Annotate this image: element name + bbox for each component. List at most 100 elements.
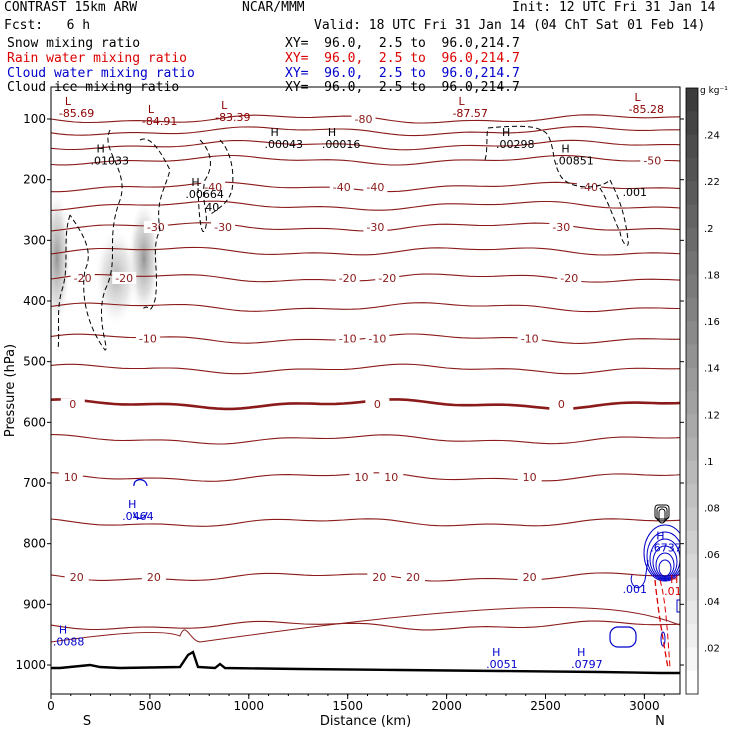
extrema-marker: H: [670, 573, 678, 586]
isotherm-label: 0: [374, 398, 381, 411]
colorbar-segment: [686, 530, 698, 555]
isotherm-label-bg: [517, 470, 542, 483]
isotherm-label: -30: [147, 221, 165, 234]
isotherm-label: -10: [339, 333, 357, 346]
cloud-water-contour: [643, 524, 680, 582]
terrain-line: [51, 650, 680, 675]
y-axis-label: Pressure (hPa): [3, 344, 18, 437]
isotherm-label-bg: [365, 398, 390, 411]
isotherm-25: [51, 620, 680, 631]
extrema-marker: H: [492, 646, 500, 659]
extrema-marker: H: [271, 126, 279, 139]
isotherm-label: -80: [355, 113, 373, 126]
colorbar-segment: [686, 647, 698, 672]
isotherm-label-bg: [112, 271, 137, 284]
colorbar-tick-label: .1: [704, 457, 714, 468]
extrema-value: 40: [205, 201, 219, 214]
field-rain: Rain water mixing ratio: [7, 51, 188, 66]
isotherm-label: 10: [384, 471, 398, 484]
isotherm-label-bg: [58, 470, 83, 483]
isotherm-label-bg: [201, 180, 226, 193]
isotherm-label-bg: [143, 220, 168, 233]
extrema-marker: H: [59, 624, 67, 637]
isotherm-label-bg: [70, 271, 95, 284]
valid-time: Valid: 18 UTC Fri 31 Jan 14 (04 ChT Sat …: [314, 18, 706, 33]
plot-frame: [50, 86, 681, 695]
isotherm--15: [51, 302, 680, 313]
y-tick-label: 300: [23, 233, 46, 247]
cloud-water-contour: [630, 559, 649, 589]
x-tick-label: 1500: [332, 699, 363, 713]
isotherm-label: -20: [378, 272, 396, 285]
center-label: NCAR/MMM: [242, 0, 305, 15]
isotherm-label: 0: [558, 398, 565, 411]
extrema-marker: H: [191, 176, 199, 189]
colorbar-segment: [686, 437, 698, 462]
isotherm-label-bg: [549, 220, 574, 233]
colorbar-segment: [686, 577, 698, 602]
y-tick-label: 400: [23, 294, 46, 308]
isotherm-label: 20: [406, 571, 420, 584]
colorbar-tick-label: .18: [704, 270, 720, 281]
extrema-value: .0797: [571, 658, 603, 671]
extrema-value: -85.69: [59, 107, 94, 120]
isotherm-label-bg: [363, 220, 388, 233]
isotherm-label-bg: [349, 470, 374, 483]
colorbar-segment: [686, 134, 698, 159]
isotherm-label-bg: [351, 113, 376, 125]
field-cloud-water: Cloud water mixing ratio: [7, 66, 195, 81]
extrema-value: .6737: [650, 542, 682, 555]
end-label-south: S: [83, 714, 91, 729]
isotherm--5: [51, 363, 680, 375]
colorbar-segment: [686, 297, 698, 322]
isotherm-label-bg: [400, 571, 425, 584]
y-tick-label: 800: [23, 537, 46, 551]
colorbar-segment: [686, 321, 698, 345]
field-snow: Snow mixing ratio: [7, 36, 141, 51]
y-tick-label: 200: [23, 173, 46, 187]
extrema-value: .001: [623, 583, 648, 596]
xy-rain: XY= 96.0, 2.5 to 96.0,214.7: [285, 51, 520, 66]
isotherm-label-bg: [367, 571, 392, 584]
ice-contour: [658, 508, 666, 524]
isotherm-label: 10: [64, 471, 78, 484]
isotherm-label-bg: [379, 470, 404, 483]
isotherm-label: 10: [523, 471, 537, 484]
colorbar-segment: [686, 554, 698, 578]
rain-contour: [659, 579, 671, 669]
extrema-marker: H: [656, 530, 664, 543]
extrema-marker: H: [561, 142, 569, 155]
isotherm-label: -30: [552, 221, 570, 234]
colorbar-segment: [686, 624, 698, 648]
isotherm-label: -30: [214, 221, 232, 234]
extrema-value: .0137: [664, 585, 696, 598]
cloud-water-contour: [676, 599, 680, 613]
extrema-marker: L: [458, 95, 465, 108]
isotherm-label-bg: [549, 398, 574, 411]
isotherm-label-bg: [365, 332, 390, 345]
extrema-marker: H: [577, 646, 585, 659]
y-tick-label: 1000: [15, 658, 46, 672]
isotherm-label: -40: [333, 181, 351, 194]
cloud-water-contour: [609, 626, 637, 648]
isotherm-label-bg: [135, 332, 160, 345]
extrema-value: .001: [623, 186, 648, 199]
colorbar-segment: [686, 274, 698, 299]
isotherm--35: [51, 200, 680, 211]
isotherm--70: [51, 126, 680, 137]
isotherm-label-bg: [335, 332, 360, 345]
isotherm-label: -10: [521, 333, 539, 346]
colorbar-tick-label: .12: [704, 410, 720, 421]
isotherm--60: [51, 139, 680, 151]
colorbar-segment: [686, 507, 698, 532]
colorbar-segment: [686, 414, 698, 439]
isotherm-label: -10: [139, 333, 157, 346]
isotherm-label: -20: [560, 272, 578, 285]
extrema-value: .00851: [555, 154, 594, 167]
xy-cloud-water: XY= 96.0, 2.5 to 96.0,214.7: [285, 66, 520, 81]
isotherm-label-bg: [141, 571, 166, 584]
isotherm-label-bg: [64, 571, 89, 584]
colorbar-unit: g kg⁻¹: [700, 86, 728, 96]
isotherm-label-bg: [640, 154, 665, 167]
isotherm-label: -50: [643, 154, 661, 167]
